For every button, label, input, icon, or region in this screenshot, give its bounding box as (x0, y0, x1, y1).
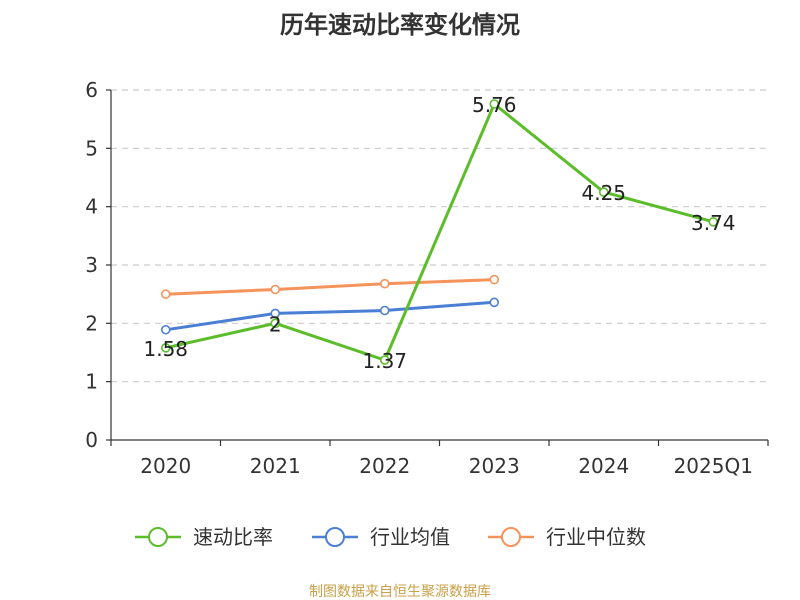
y-tick-label-0: 0 (85, 428, 98, 452)
y-tick-label-4: 4 (85, 195, 98, 219)
data-label-2022: 1.37 (362, 349, 407, 373)
axes: 0 1 2 3 4 5 6 2020 2021 2022 2023 2024 2025Q1 (85, 78, 769, 478)
x-tick-label-2021: 2021 (250, 454, 301, 478)
series-1-point-2021 (270, 308, 281, 319)
series-2-point-2023 (489, 274, 500, 285)
x-tick-label-2022: 2022 (359, 454, 410, 478)
series-line-0 (165, 102, 714, 362)
series-0-point-2021 (270, 318, 281, 329)
y-tick-label-6: 6 (85, 78, 98, 102)
series-1-point-2020 (160, 324, 171, 335)
series-1-point-2022 (379, 305, 390, 316)
data-label-2021: 2 (269, 312, 282, 336)
legend-label-2: 行业中位数 (546, 525, 646, 549)
source-note: 制图数据来自恒生聚源数据库 (309, 584, 491, 600)
x-tick-label-2023: 2023 (469, 454, 520, 478)
y-tick-label-2: 2 (85, 311, 98, 335)
series-2-point-2020 (160, 289, 171, 299)
legend-marker-2 (501, 527, 521, 547)
series-0-point-2020 (160, 343, 171, 353)
y-tick-label-5: 5 (85, 136, 98, 160)
series-layer (160, 99, 719, 365)
chart-title: 历年速动比率变化情况 (280, 11, 520, 39)
data-labels: 1.58 2 1.37 5.76 4.25 3.74 (143, 93, 735, 373)
series-0-point-2022 (379, 355, 390, 365)
legend-item-0[interactable]: 速动比率 (135, 525, 273, 549)
legend-label-0: 速动比率 (193, 525, 273, 549)
series-line-1 (165, 300, 495, 332)
series-1-point-2023 (489, 297, 500, 308)
series-2-point-2021 (270, 284, 281, 295)
legend[interactable]: 速动比率 行业均值 行业中位数 (135, 525, 646, 549)
legend-item-2[interactable]: 行业中位数 (488, 525, 646, 549)
y-tick-label-1: 1 (85, 370, 98, 394)
legend-marker-1 (325, 527, 345, 547)
x-tick-label-2020: 2020 (140, 454, 191, 478)
series-0-point-2025Q1 (708, 217, 719, 227)
series-0-point-2023 (489, 99, 500, 109)
x-tick-label-2024: 2024 (578, 454, 629, 478)
y-tick-label-3: 3 (85, 253, 98, 277)
x-tick-label-2025Q1: 2025Q1 (674, 454, 753, 478)
data-label-2023: 5.76 (472, 93, 517, 117)
legend-label-1: 行业均值 (370, 525, 450, 549)
series-0-point-2024 (598, 187, 609, 197)
data-label-2020: 1.58 (143, 337, 188, 361)
data-label-2024: 4.25 (581, 181, 626, 205)
series-2-point-2022 (379, 278, 390, 289)
data-label-2025Q1: 3.74 (691, 211, 736, 235)
legend-item-1[interactable]: 行业均值 (312, 525, 450, 549)
legend-marker-0 (148, 527, 168, 547)
series-line-2 (165, 278, 495, 296)
